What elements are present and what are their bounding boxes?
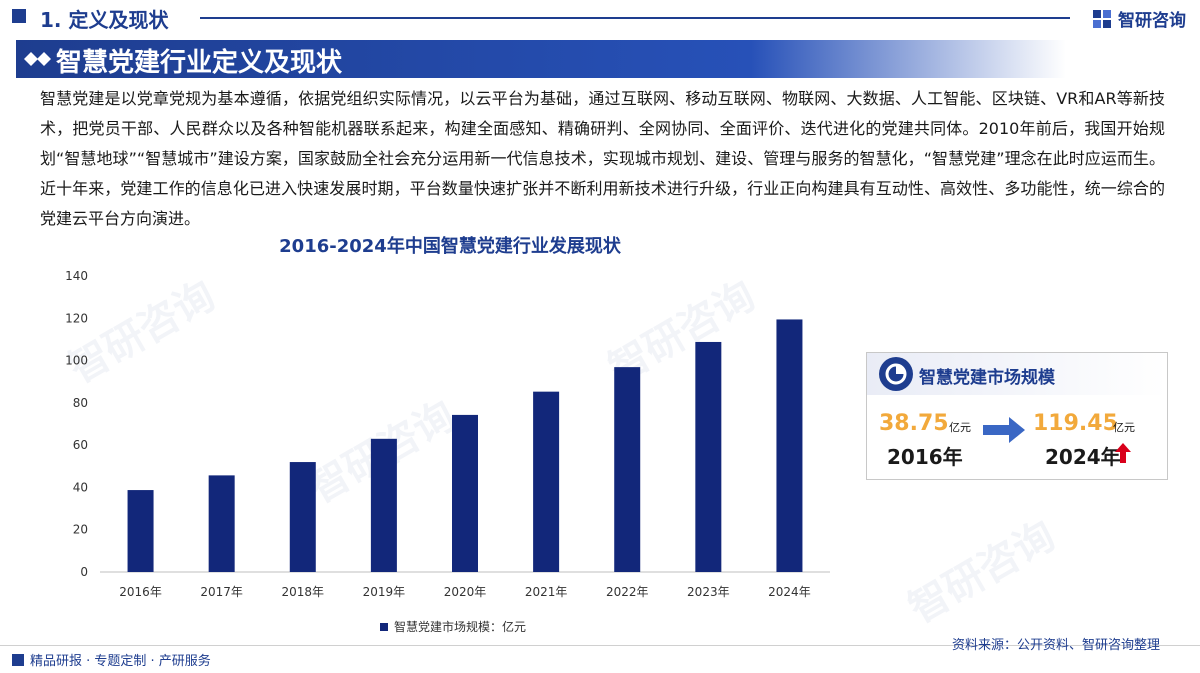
bar <box>695 341 722 572</box>
bar <box>776 319 803 572</box>
start-year: 2016年 <box>887 445 963 469</box>
y-tick-label: 60 <box>73 438 88 452</box>
section-title: 1. 定义及现状 <box>40 8 169 32</box>
footer-divider <box>0 645 1200 646</box>
title-banner: 智慧党建行业定义及现状 <box>16 40 1066 78</box>
section-square-icon <box>12 9 26 23</box>
footer-tagline-text: 精品研报 · 专题定制 · 产研服务 <box>30 654 211 669</box>
end-year: 2024年 <box>1045 445 1121 469</box>
legend-label: 智慧党建市场规模：亿元 <box>394 620 527 634</box>
top-bar: 1. 定义及现状 智研咨询 <box>0 0 1200 34</box>
x-tick-label: 2016年 <box>119 585 162 599</box>
page-title: 智慧党建行业定义及现状 <box>56 48 343 78</box>
start-value: 38.75 <box>879 411 949 436</box>
arrow-up-icon <box>1115 443 1131 463</box>
x-tick-label: 2023年 <box>687 585 730 599</box>
x-tick-label: 2017年 <box>200 585 243 599</box>
y-tick-label: 100 <box>65 354 88 368</box>
y-tick-label: 0 <box>80 565 88 579</box>
bar <box>289 462 316 572</box>
bar <box>452 414 478 572</box>
y-tick-label: 40 <box>73 480 88 494</box>
footer-logo-icon <box>12 653 24 666</box>
logo-text: 智研咨询 <box>1118 11 1186 31</box>
bar <box>208 475 235 572</box>
intro-paragraph: 智慧党建是以党章党规为基本遵循，依据党组织实际情况，以云平台为基础，通过互联网、… <box>40 89 1165 228</box>
x-tick-label: 2020年 <box>444 585 487 599</box>
watermark: 智研咨询 <box>901 512 1063 633</box>
y-tick-label: 120 <box>65 311 88 325</box>
x-tick-label: 2019年 <box>363 585 406 599</box>
bar <box>533 391 560 572</box>
card-title: 智慧党建市场规模 <box>919 368 1055 388</box>
start-unit: 亿元 <box>949 421 971 434</box>
x-tick-label: 2024年 <box>768 585 811 599</box>
y-tick-label: 140 <box>65 269 88 283</box>
data-source: 资料来源：公开资料、智研咨询整理 <box>951 638 1160 653</box>
x-tick-label: 2021年 <box>525 585 568 599</box>
market-size-card: 智慧党建市场规模 38.75 亿元 2016年 119.45 亿元 2024年 <box>866 352 1168 480</box>
x-tick-label: 2018年 <box>282 585 325 599</box>
bar-chart: 0 20 40 60 80 100 120 140 2016年 2017年 2018年 2019年 20… <box>65 269 830 599</box>
y-tick-label: 80 <box>73 396 88 410</box>
legend-swatch <box>380 622 388 631</box>
bar <box>614 367 641 572</box>
bar <box>370 438 397 572</box>
y-tick-label: 20 <box>73 523 88 537</box>
end-value: 119.45 <box>1033 411 1118 436</box>
logo-icon <box>1093 9 1111 28</box>
brand-logo: 智研咨询 <box>1092 6 1186 31</box>
end-unit: 亿元 <box>1113 421 1135 434</box>
card-header: 智慧党建市场规模 <box>867 353 1167 395</box>
arrow-right-icon <box>983 417 1025 443</box>
footer-tagline: 精品研报 · 专题定制 · 产研服务 <box>12 650 211 669</box>
chart-title: 2016-2024年中国智慧党建行业发展现状 <box>279 236 621 257</box>
chart-legend: 智慧党建市场规模：亿元 <box>380 618 526 635</box>
bar <box>127 490 154 572</box>
top-divider <box>200 17 1070 19</box>
pie-chart-icon <box>879 357 913 391</box>
x-tick-label: 2022年 <box>606 585 649 599</box>
diamond-icon <box>24 52 51 66</box>
